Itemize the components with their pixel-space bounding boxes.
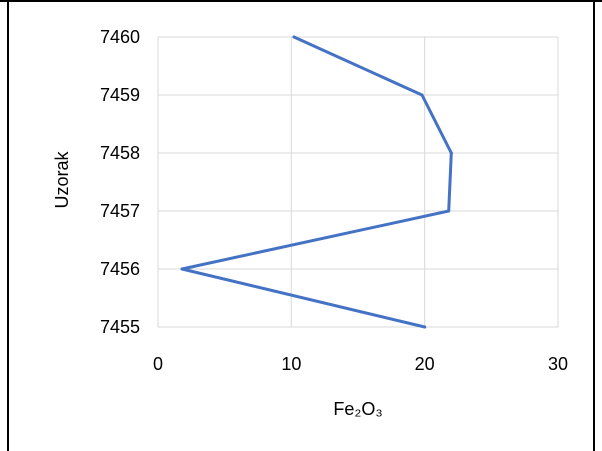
- x-tick-label: 30: [548, 354, 568, 374]
- x-tick-labels: 0 10 20 30: [153, 354, 568, 374]
- series-point: [292, 35, 296, 39]
- y-tick-label: 7460: [100, 27, 140, 47]
- series-line: [180, 35, 453, 329]
- series-point: [449, 151, 453, 155]
- series-point: [447, 209, 451, 213]
- y-tick-label: 7459: [100, 85, 140, 105]
- y-tick-label: 7457: [100, 201, 140, 221]
- y-axis-title: Uzorak: [52, 150, 72, 208]
- y-tick-label: 7458: [100, 143, 140, 163]
- y-tick-label: 7456: [100, 259, 140, 279]
- series-point: [423, 325, 427, 329]
- series-point: [180, 267, 184, 271]
- series-point: [420, 93, 424, 97]
- x-tick-label: 0: [153, 354, 163, 374]
- x-tick-label: 10: [281, 354, 301, 374]
- series-lines: [180, 35, 453, 329]
- y-tick-label: 7455: [100, 317, 140, 337]
- x-tick-label: 20: [415, 354, 435, 374]
- x-axis-title: Fe₂O₃: [333, 399, 382, 419]
- grid-lines: [158, 36, 559, 328]
- y-tick-labels: 7455 7456 7457 7458 7459 7460: [100, 27, 140, 337]
